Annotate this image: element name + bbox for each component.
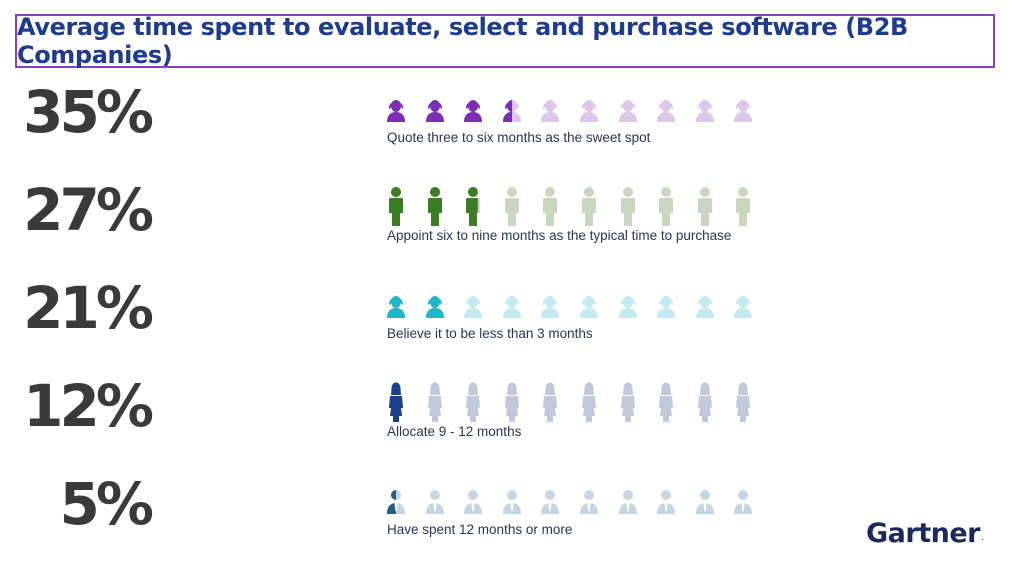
chart-row: 5% Have spent 12 months or more: [0, 472, 800, 556]
logo-mark: .: [980, 533, 984, 543]
businessman-bust-icon: [695, 490, 714, 514]
woman-bust-icon: [502, 100, 521, 122]
man-standing-icon: [582, 187, 596, 226]
percent-label: 27%: [23, 176, 154, 244]
man-standing-icon: [736, 187, 751, 226]
woman-bust-icon: [618, 100, 637, 122]
man-standing-icon: [620, 187, 635, 226]
row-description: Appoint six to nine months as the typica…: [387, 228, 732, 243]
percent-label: 5%: [59, 470, 155, 538]
logo-text: Gartner: [866, 518, 980, 549]
woman-standing-icon: [697, 382, 712, 422]
woman-standing-icon: [543, 382, 558, 422]
icon-row: [384, 90, 764, 126]
chart-row: 35% Quote three to six months as the swe…: [0, 80, 800, 164]
percent-label: 21%: [23, 274, 154, 342]
chart-row: 21% Believe it to be less than 3 months: [0, 276, 800, 360]
woman-bust-icon: [580, 100, 598, 122]
woman-bust-icon: [425, 296, 444, 318]
row-description: Quote three to six months as the sweet s…: [387, 130, 651, 145]
icon-row: [384, 187, 764, 226]
man-standing-icon: [389, 187, 403, 226]
man-standing-icon: [504, 187, 519, 226]
businessman-bust-icon: [657, 490, 676, 514]
businessman-bust-icon: [387, 490, 405, 514]
title-box: Average time spent to evaluate, select a…: [15, 13, 995, 69]
woman-bust-icon: [657, 100, 676, 122]
businessman-bust-icon: [618, 490, 637, 514]
man-standing-icon: [659, 187, 674, 226]
woman-bust-icon: [502, 296, 521, 318]
row-description: Have spent 12 months or more: [387, 522, 573, 537]
woman-bust-icon: [734, 296, 753, 318]
woman-bust-icon: [464, 100, 483, 122]
row-description: Allocate 9 - 12 months: [387, 424, 522, 439]
page-title: Average time spent to evaluate, select a…: [17, 13, 908, 69]
gartner-logo: Gartner.: [866, 518, 984, 549]
man-standing-icon: [466, 187, 481, 226]
man-standing-icon: [543, 187, 558, 226]
woman-bust-icon: [387, 100, 405, 122]
woman-bust-icon: [580, 296, 598, 318]
woman-bust-icon: [425, 100, 444, 122]
percent-label: 12%: [23, 372, 154, 440]
woman-standing-icon: [659, 382, 674, 422]
chart-row: 27% Appoint six to nine months as the ty…: [0, 178, 800, 262]
woman-bust-icon: [657, 296, 676, 318]
woman-standing-icon: [466, 382, 481, 422]
woman-bust-icon: [541, 100, 560, 122]
businessman-bust-icon: [425, 490, 444, 514]
woman-bust-icon: [387, 296, 405, 318]
woman-standing-icon: [736, 382, 751, 422]
woman-standing-icon: [620, 382, 635, 422]
woman-bust-icon: [541, 296, 560, 318]
woman-bust-icon: [695, 100, 714, 122]
man-standing-icon: [427, 187, 442, 226]
woman-bust-icon: [464, 296, 483, 318]
icon-row: [384, 482, 764, 518]
businessman-bust-icon: [502, 490, 521, 514]
woman-standing-icon: [427, 382, 442, 422]
woman-standing-icon: [389, 382, 403, 422]
percent-label: 35%: [23, 78, 154, 146]
businessman-bust-icon: [464, 490, 483, 514]
woman-bust-icon: [618, 296, 637, 318]
woman-bust-icon: [734, 100, 753, 122]
businessman-bust-icon: [580, 490, 598, 514]
icon-row: [384, 286, 764, 322]
woman-standing-icon: [504, 382, 519, 422]
woman-bust-icon: [695, 296, 714, 318]
icon-row: [384, 382, 764, 422]
businessman-bust-icon: [541, 490, 560, 514]
chart-row: 12% Allocate 9 - 12 months: [0, 374, 800, 458]
businessman-bust-icon: [734, 490, 753, 514]
man-standing-icon: [697, 187, 712, 226]
row-description: Believe it to be less than 3 months: [387, 326, 593, 341]
woman-standing-icon: [582, 382, 596, 422]
